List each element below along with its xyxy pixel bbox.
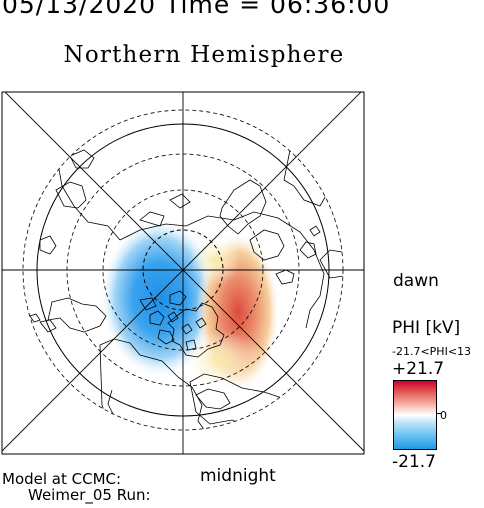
potential-colorbar [393, 380, 437, 450]
datetime-header: 05/13/2020 Time = 06:36:00 [2, 0, 391, 19]
coastlines [29, 137, 343, 430]
hemisphere-title: Northern Hemisphere [63, 42, 345, 68]
midnight-label: midnight [200, 466, 276, 486]
potential-glow-south [180, 330, 260, 390]
potential-glow-north [190, 235, 240, 285]
dawn-label: dawn [393, 271, 439, 291]
negative-potential-cell [100, 218, 220, 378]
colorbar-range: -21.7<PHI<13 [392, 345, 472, 358]
colorbar-zero-tick [436, 413, 441, 414]
model-label: Model at CCMC: [2, 470, 122, 488]
meridian-lines [2, 92, 364, 454]
colorbar-title: PHI [kV] [392, 318, 461, 338]
colorbar-min-label: -21.7 [392, 452, 436, 472]
colorbar-max-label: +21.7 [392, 359, 445, 379]
colorbar-zero-label: 0 [440, 409, 447, 422]
run-label: Weimer_05 Run: [28, 486, 151, 504]
polar-potential-map [1, 91, 365, 455]
